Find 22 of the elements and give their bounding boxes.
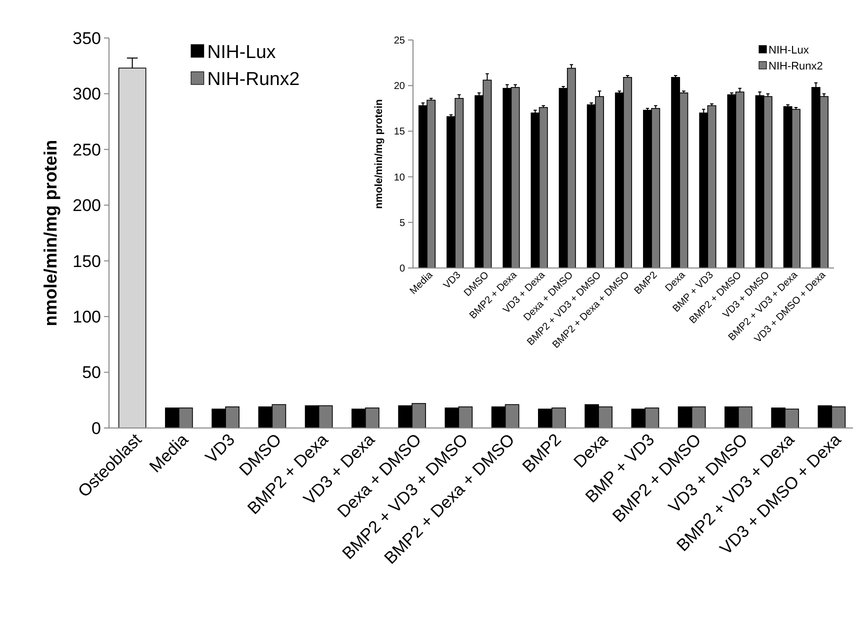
x-tick-label: VD3	[442, 270, 464, 292]
y-tick-label: 200	[72, 196, 101, 216]
y-tick-label: 0	[399, 264, 406, 274]
y-tick-label: 20	[394, 81, 406, 92]
y-tick-label: 10	[394, 172, 406, 184]
y-tick-label: 250	[72, 140, 101, 160]
y-tick-label: 350	[72, 28, 101, 48]
y-axis-title: nmole/min/mg protein	[373, 99, 385, 209]
y-tick-label: 150	[72, 252, 101, 271]
y-tick-label: 15	[394, 126, 406, 138]
y-tick-label: 100	[72, 308, 101, 327]
y-tick-label: 25	[394, 36, 406, 46]
x-tick-label: VD3	[202, 430, 239, 467]
legend-label: NIH-Lux	[207, 40, 276, 62]
legend-label: NIH-Lux	[768, 44, 810, 56]
y-tick-label: 0	[92, 418, 101, 438]
y-axis-title: nmole/min/mg protein	[40, 140, 60, 326]
y-tick-label: 300	[72, 84, 101, 104]
y-tick-label: 5	[399, 218, 406, 229]
legend-label: NIH-Runx2	[207, 68, 300, 90]
legend-label: NIH-Runx2	[768, 60, 823, 72]
y-tick-label: 50	[82, 363, 101, 382]
